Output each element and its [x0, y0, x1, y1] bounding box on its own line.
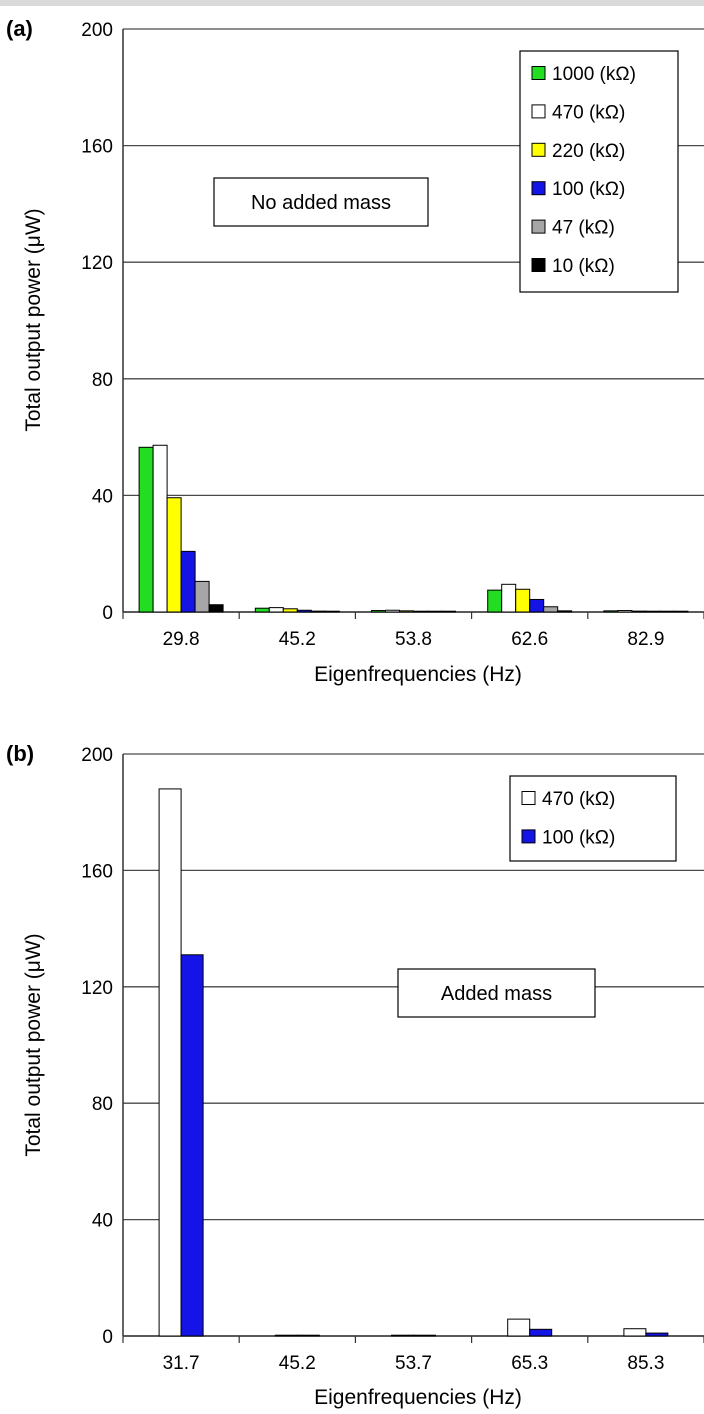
y-tick-label: 120: [81, 253, 113, 274]
y-tick-label: 200: [81, 745, 113, 766]
y-tick-label: 40: [92, 1211, 113, 1232]
legend-entry: 470 (kΩ): [542, 789, 615, 810]
x-tick-label: 53.8: [395, 629, 432, 650]
bar-47k-53-8: [427, 610, 442, 613]
y-axis-title: Total output power (μW): [22, 208, 45, 431]
bar-47k-45-2: [310, 610, 326, 613]
bar-10k-45-2: [324, 610, 340, 613]
x-tick-label: 53.7: [395, 1353, 432, 1374]
legend-entry: 100 (kΩ): [542, 827, 615, 848]
bar-47k-62-6: [543, 606, 559, 613]
y-tick-label: 160: [81, 137, 113, 158]
x-tick-label: 45.2: [279, 629, 316, 650]
legend-swatch: [531, 219, 546, 234]
legend-swatch: [521, 791, 536, 805]
x-tick-label: 65.3: [511, 1353, 548, 1374]
legend-entry: 100 (kΩ): [552, 179, 625, 200]
x-axis-title: Eigenfrequencies (Hz): [314, 1386, 522, 1409]
bar-47k-82-9: [659, 610, 675, 613]
bar-470k-53-7: [391, 1334, 414, 1337]
x-tick-label: 85.3: [627, 1353, 664, 1374]
legend-box: [519, 50, 679, 293]
bar-100k-29-8: [180, 550, 196, 613]
bar-10k-62-6: [557, 610, 573, 613]
bar-100k-62-6: [529, 598, 545, 613]
annotation-box: [397, 968, 596, 1018]
legend-swatch: [531, 142, 546, 157]
x-tick-label: 29.8: [163, 629, 200, 650]
legend-swatch: [531, 104, 546, 119]
legend-entry: 10 (kΩ): [552, 256, 615, 277]
y-tick-label: 0: [102, 1327, 113, 1348]
legend-swatch: [531, 66, 546, 80]
top-border: [0, 0, 704, 6]
bar-100k-31-7: [180, 954, 204, 1337]
bar-10k-53-8: [441, 610, 456, 613]
bar-470k-31-7: [158, 788, 182, 1337]
bar-470k-29-8: [152, 444, 168, 613]
y-tick-label: 120: [81, 978, 113, 999]
bar-470k-62-6: [501, 583, 517, 613]
y-tick-label: 80: [92, 370, 113, 391]
legend-entry: 47 (kΩ): [552, 218, 615, 239]
bar-1000k-82-9: [603, 610, 619, 613]
bar-1000k-45-2: [254, 607, 270, 613]
bar-100k-53-8: [413, 610, 428, 613]
chart-panel-b: 0 40 80 120 160 200 31.7 45.2 53.7 65.3 85.3 Eigenf…: [6, 741, 704, 1409]
legend-entry: 1000 (kΩ): [552, 64, 636, 85]
annotation-text: Added mass: [441, 983, 552, 1005]
y-axis-title: Total output power (μW): [22, 933, 45, 1156]
legend-entry: 220 (kΩ): [552, 141, 625, 162]
bar-100k-65-3: [529, 1328, 553, 1337]
x-axis-title: Eigenfrequencies (Hz): [314, 663, 522, 686]
y-tick-label: 40: [92, 486, 113, 507]
legend-swatch: [521, 829, 536, 844]
panel-label: (b): [6, 741, 34, 766]
bar-220k-45-2: [282, 608, 298, 613]
bar-100k-45-2: [296, 1334, 320, 1337]
bar-1000k-29-8: [138, 446, 154, 613]
bar-100k-45-2: [296, 609, 312, 613]
chart-panel-a: 0 40 80 120 160 200 29.8 45.2 53.8 62.6 82.9 Eigenf…: [6, 16, 704, 686]
bar-10k-29-8: [208, 604, 224, 613]
bar-470k-82-9: [617, 610, 633, 613]
bar-220k-29-8: [166, 497, 182, 613]
y-tick-label: 80: [92, 1094, 113, 1115]
legend-swatch: [531, 181, 546, 196]
y-tick-label: 160: [81, 861, 113, 882]
x-tick-label: 82.9: [627, 629, 664, 650]
legend-entry: 470 (kΩ): [552, 102, 625, 123]
bar-220k-82-9: [631, 610, 647, 613]
y-tick-label: 0: [102, 603, 113, 624]
bar-470k-45-2: [274, 1334, 298, 1337]
bar-220k-53-8: [399, 610, 414, 613]
legend-swatch: [531, 258, 546, 272]
legend-box: [509, 775, 677, 862]
bar-470k-53-8: [385, 609, 400, 613]
x-tick-label: 45.2: [279, 1353, 316, 1374]
bar-100k-53-7: [413, 1334, 436, 1337]
bar-470k-45-2: [268, 607, 284, 613]
y-tick-label: 200: [81, 20, 113, 41]
bar-100k-82-9: [645, 610, 661, 613]
bar-1000k-62-6: [487, 589, 503, 613]
bar-10k-82-9: [673, 610, 689, 613]
bar-470k-65-3: [507, 1318, 531, 1337]
x-tick-label: 31.7: [163, 1353, 200, 1374]
bar-470k-85-3: [623, 1328, 647, 1337]
bar-100k-85-3: [645, 1332, 669, 1337]
panel-label: (a): [6, 16, 33, 41]
bar-220k-62-6: [515, 588, 531, 613]
bar-1000k-53-8: [371, 610, 386, 613]
x-tick-label: 62.6: [511, 629, 548, 650]
annotation-text: No added mass: [251, 192, 391, 214]
annotation-box: [213, 177, 429, 227]
bar-47k-29-8: [194, 580, 210, 613]
